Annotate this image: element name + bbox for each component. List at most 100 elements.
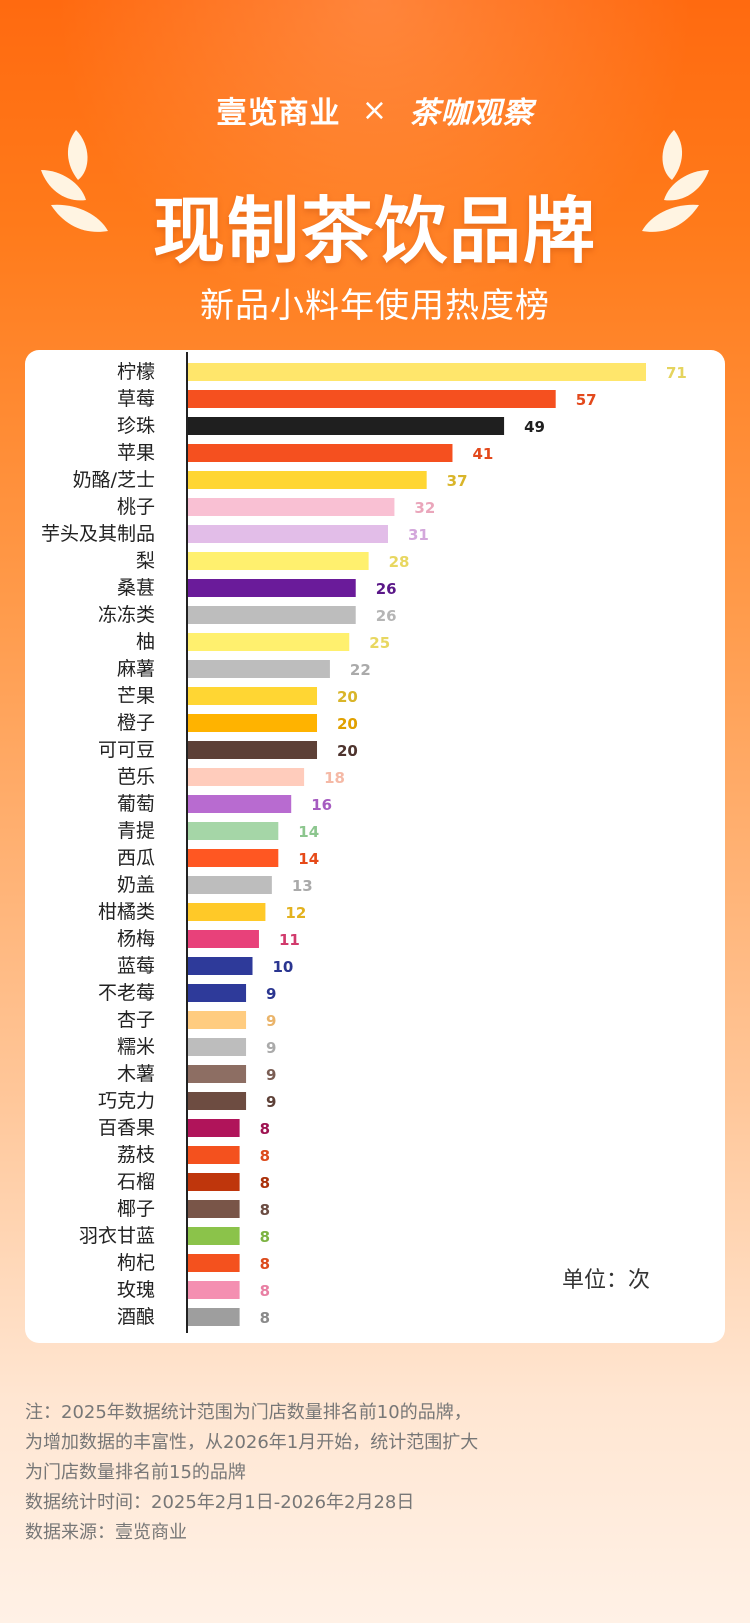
bar <box>188 471 427 489</box>
category-label: 杏子 <box>117 1009 155 1031</box>
bar <box>188 1011 247 1029</box>
brand-right-logo: 茶咖观察 <box>409 96 534 131</box>
value-label: 8 <box>260 1255 270 1273</box>
brand-left-logo: 壹览商业 <box>216 96 341 131</box>
category-label: 橙子 <box>117 712 155 734</box>
bar <box>188 768 305 786</box>
note-line: 数据来源：壹览商业 <box>25 1522 187 1543</box>
bar <box>188 633 350 651</box>
category-label: 羽衣甘蓝 <box>79 1225 155 1247</box>
bar <box>188 1254 240 1272</box>
value-label: 22 <box>350 661 371 679</box>
category-label: 糯米 <box>117 1036 155 1058</box>
value-label: 9 <box>266 1039 276 1057</box>
note-line: 为增加数据的丰富性，从2026年1月开始，统计范围扩大 <box>25 1432 479 1453</box>
value-label: 9 <box>266 1093 276 1111</box>
value-label: 8 <box>260 1309 270 1327</box>
category-label: 芭乐 <box>117 766 155 788</box>
chart-card: 柠檬 71 草莓 57 珍珠 49 苹果 41 奶酪/芝士 37 桃子 32 芋头及其制品 31 梨 28 桑葚… <box>25 350 725 1343</box>
category-label: 苹果 <box>117 442 155 464</box>
category-label: 玫瑰 <box>117 1279 155 1301</box>
category-label: 芋头及其制品 <box>41 523 155 545</box>
value-label: 9 <box>266 1012 276 1030</box>
category-label: 柠檬 <box>117 361 155 383</box>
bar-chart: 柠檬 71 草莓 57 珍珠 49 苹果 41 奶酪/芝士 37 桃子 32 芋头及其制品 31 梨 28 桑葚… <box>41 352 687 1333</box>
bar <box>188 822 279 840</box>
note-line: 数据统计时间：2025年2月1日-2026年2月28日 <box>25 1492 415 1513</box>
category-label: 蓝莓 <box>117 955 155 977</box>
category-label: 石榴 <box>117 1171 155 1193</box>
value-label: 31 <box>408 526 429 544</box>
category-label: 柚 <box>136 631 155 653</box>
category-label: 木薯 <box>117 1063 155 1085</box>
value-label: 14 <box>298 823 319 841</box>
category-label: 荔枝 <box>117 1144 155 1166</box>
value-label: 8 <box>260 1228 270 1246</box>
bar <box>188 795 292 813</box>
bar <box>188 714 318 732</box>
category-label: 草莓 <box>117 388 155 410</box>
bar <box>188 390 556 408</box>
bar <box>188 417 505 435</box>
page-subtitle: 新品小料年使用热度榜 <box>200 286 550 326</box>
bar <box>188 606 356 624</box>
category-label: 梨 <box>136 550 155 572</box>
brand-row: 壹览商业 × 茶咖观察 <box>0 88 750 132</box>
notes-block: 注：2025年数据统计范围为门店数量排名前10的品牌， 为增加数据的丰富性，从2… <box>25 1398 725 1548</box>
bar <box>188 957 253 975</box>
value-label: 26 <box>376 580 397 598</box>
page-title: 现制茶饮品牌 <box>152 189 597 273</box>
value-label: 8 <box>260 1174 270 1192</box>
note-line: 为门店数量排名前15的品牌 <box>25 1462 246 1483</box>
value-label: 9 <box>266 985 276 1003</box>
bar <box>188 1200 240 1218</box>
bar <box>188 660 330 678</box>
bar <box>188 579 356 597</box>
value-label: 9 <box>266 1066 276 1084</box>
category-label: 酒酿 <box>117 1306 155 1328</box>
bar <box>188 498 395 516</box>
value-label: 20 <box>337 715 358 733</box>
value-label: 41 <box>472 445 493 463</box>
wheat-left-icon <box>41 130 108 232</box>
value-label: 20 <box>337 742 358 760</box>
category-label: 不老莓 <box>98 982 155 1004</box>
bar <box>188 903 266 921</box>
value-label: 71 <box>666 364 687 382</box>
category-label: 麻薯 <box>117 658 155 680</box>
bar <box>188 1038 247 1056</box>
category-label: 芒果 <box>117 685 155 707</box>
category-label: 巧克力 <box>98 1090 155 1112</box>
bar <box>188 687 318 705</box>
category-label: 奶盖 <box>117 874 155 896</box>
category-label: 青提 <box>117 820 155 842</box>
brand-separator: × <box>361 92 389 128</box>
value-label: 8 <box>260 1120 270 1138</box>
bar <box>188 1281 240 1299</box>
unit-label: 单位：次 <box>562 1268 651 1293</box>
bar <box>188 525 388 543</box>
value-label: 14 <box>298 850 319 868</box>
value-label: 49 <box>524 418 545 436</box>
bar <box>188 1146 240 1164</box>
bar <box>188 1092 247 1110</box>
value-label: 10 <box>273 958 294 976</box>
value-label: 20 <box>337 688 358 706</box>
bar <box>188 876 272 894</box>
category-label: 西瓜 <box>117 847 155 869</box>
bar <box>188 930 259 948</box>
bar <box>188 552 369 570</box>
header-background-glow <box>0 0 750 380</box>
bar <box>188 444 453 462</box>
value-label: 32 <box>414 499 435 517</box>
bar <box>188 984 247 1002</box>
category-label: 百香果 <box>98 1117 155 1139</box>
value-label: 25 <box>369 634 390 652</box>
bar <box>188 1065 247 1083</box>
value-label: 8 <box>260 1147 270 1165</box>
value-label: 57 <box>576 391 597 409</box>
category-label: 冻冻类 <box>98 604 155 626</box>
bar <box>188 741 318 759</box>
category-label: 桃子 <box>117 496 155 518</box>
category-label: 杨梅 <box>117 928 155 950</box>
